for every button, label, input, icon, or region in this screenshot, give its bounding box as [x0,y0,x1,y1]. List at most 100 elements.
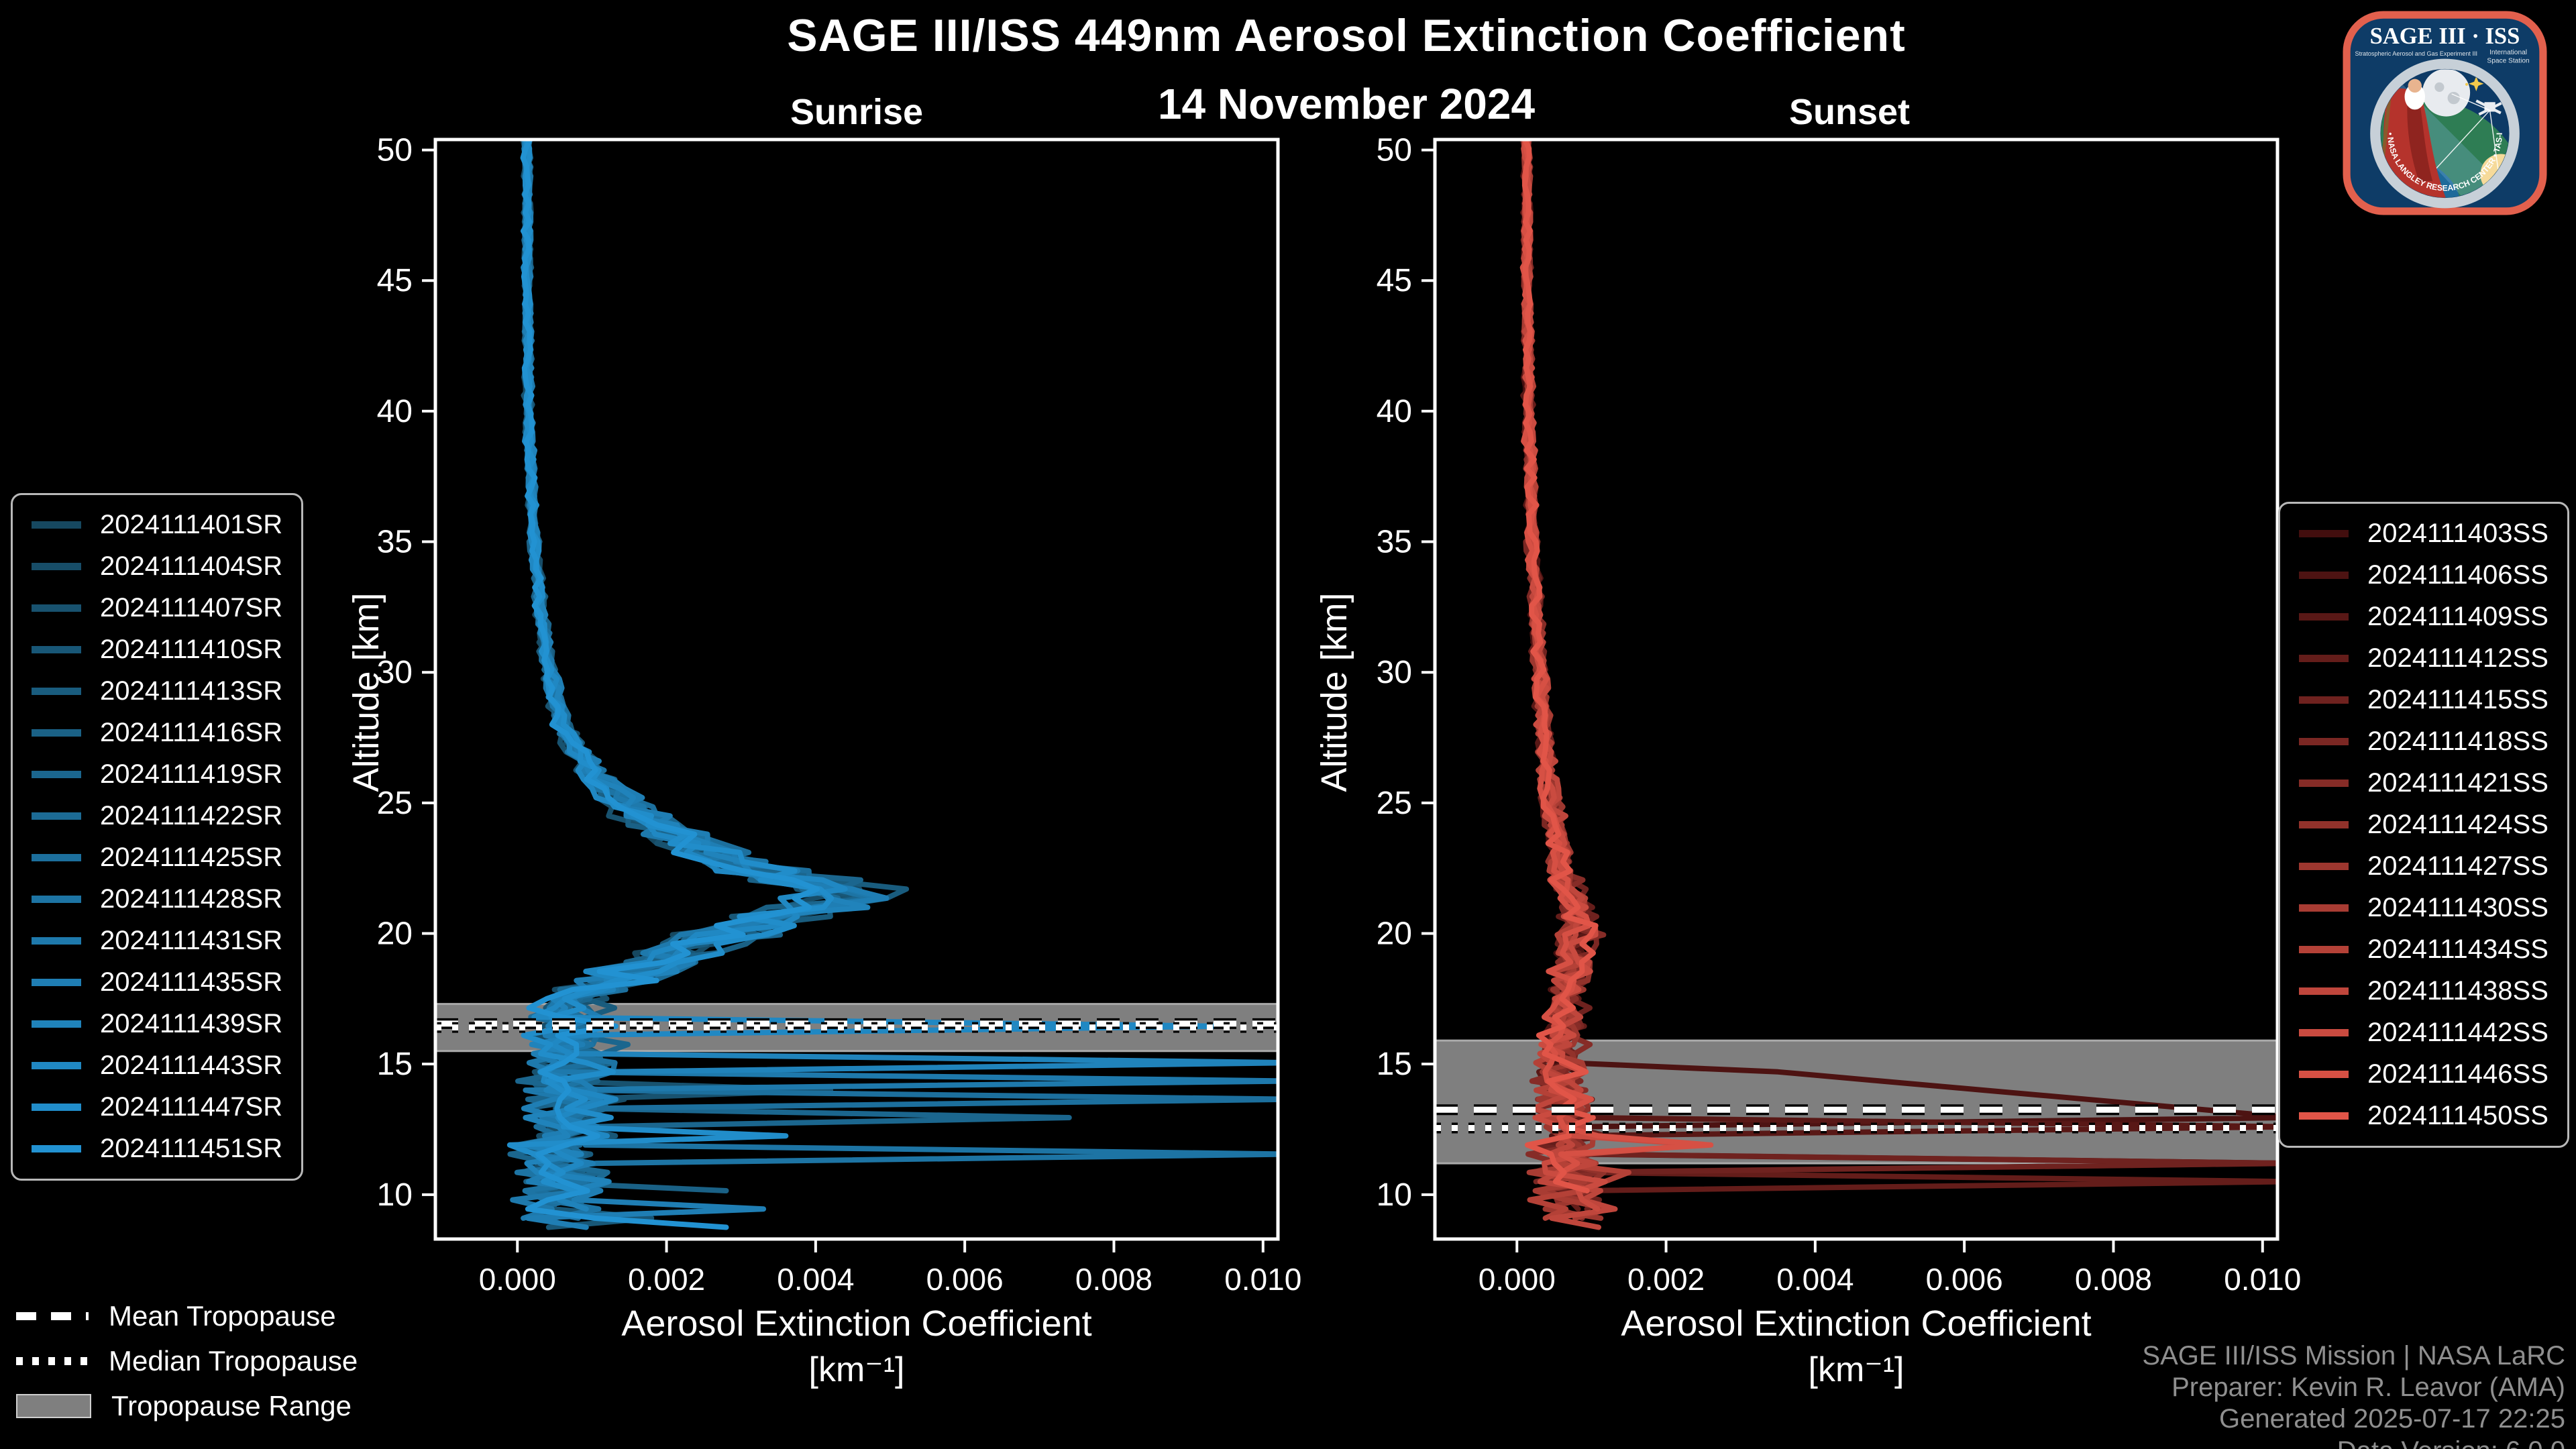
attribution-text: SAGE III/ISS Mission | NASA LaRC Prepare… [2142,1340,2565,1449]
series-color-swatch [2299,987,2349,995]
series-event-id: 2024111419SR [100,759,283,789]
legend-item: 2024111407SR [32,593,282,623]
svg-text:0.008: 0.008 [1075,1262,1152,1297]
legend-label: Median Tropopause [109,1345,358,1377]
svg-text:45: 45 [1377,263,1412,299]
generated-line: Generated 2025-07-17 22:25 [2219,1404,2565,1434]
series-color-swatch [2299,1029,2349,1036]
legend-item: 2024111409SS [2299,602,2548,632]
svg-text:0.004: 0.004 [1776,1262,1854,1297]
series-event-id: 2024111413SR [100,676,283,706]
series-event-id: 2024111421SS [2367,768,2548,798]
svg-text:35: 35 [377,525,413,560]
legend-item: 2024111413SR [32,676,282,706]
mission-line: SAGE III/ISS Mission | NASA LaRC [2142,1341,2565,1371]
series-color-swatch [2299,655,2349,662]
svg-text:20: 20 [1377,916,1412,952]
sage-iii-iss-mission-logo: SAGE III · ISS Stratospheric Aerosol and… [2343,11,2547,215]
legend-item: 2024111438SS [2299,976,2548,1006]
svg-text:35: 35 [1377,525,1412,560]
tropopause-legend: Mean Tropopause Median Tropopause Tropop… [16,1300,358,1422]
series-event-id: 2024111406SS [2367,560,2548,590]
legend-item: 2024111434SS [2299,934,2548,965]
logo-subtitle-right-2: Space Station [2487,57,2529,64]
legend-item: 2024111421SS [2299,768,2548,798]
series-event-id: 2024111410SR [100,635,283,664]
series-color-swatch [32,771,81,778]
series-event-id: 2024111430SS [2367,893,2548,922]
series-color-swatch [32,812,81,820]
series-color-swatch [2299,863,2349,870]
legend-item: 2024111404SR [32,551,282,582]
series-color-swatch [32,1020,81,1028]
svg-text:15: 15 [1377,1046,1412,1082]
series-event-id: 2024111407SR [100,593,283,623]
series-event-id: 2024111415SS [2367,685,2548,714]
series-color-swatch [2299,572,2349,579]
legend-item: 2024111428SR [32,884,282,914]
series-color-swatch [32,1104,81,1111]
legend-label: Mean Tropopause [109,1300,336,1332]
svg-text:10: 10 [377,1177,413,1213]
svg-text:0.002: 0.002 [628,1262,705,1297]
logo-title: SAGE III · ISS [2370,23,2520,49]
series-color-swatch [32,729,81,737]
legend-item: 2024111418SS [2299,727,2548,757]
svg-text:40: 40 [377,394,413,429]
legend-item: 2024111425SR [32,843,282,873]
earth-icon [2380,99,2510,198]
legend-item: 2024111416SR [32,718,282,748]
series-event-id: 2024111428SR [100,884,283,914]
legend-item: 2024111446SS [2299,1059,2548,1089]
series-event-id: 2024111425SR [100,843,283,872]
legend-item: 2024111435SR [32,967,282,998]
series-color-swatch [32,979,81,986]
legend-item: 2024111451SR [32,1134,282,1164]
svg-text:45: 45 [377,263,413,299]
series-event-id: 2024111416SR [100,718,283,747]
series-color-swatch [2299,613,2349,621]
svg-text:0.006: 0.006 [926,1262,1004,1297]
svg-text:0.000: 0.000 [479,1262,556,1297]
series-color-swatch [32,1062,81,1069]
preparer-line: Preparer: Kevin R. Leavor (AMA) [2171,1373,2565,1403]
legend-item: 2024111447SR [32,1092,282,1122]
legend-item: 2024111410SR [32,635,282,665]
sunset-x-axis-unit: [km⁻¹] [1808,1350,1904,1389]
series-color-swatch [2299,1071,2349,1078]
series-color-swatch [32,563,81,570]
legend-item: 2024111450SS [2299,1101,2548,1131]
sunrise-panel-title: Sunrise [790,92,924,132]
legend-item: 2024111406SS [2299,560,2548,590]
svg-text:0.010: 0.010 [1224,1262,1301,1297]
series-event-id: 2024111447SR [100,1092,283,1122]
svg-text:0.002: 0.002 [1627,1262,1705,1297]
legend-item: 2024111439SR [32,1009,282,1039]
svg-text:0.004: 0.004 [777,1262,854,1297]
sunrise-x-axis-unit: [km⁻¹] [808,1350,905,1389]
svg-text:0.010: 0.010 [2224,1262,2301,1297]
series-event-id: 2024111412SS [2367,643,2548,673]
legend-item: 2024111443SR [32,1051,282,1081]
series-color-swatch [32,688,81,695]
legend-item: 2024111412SS [2299,643,2548,674]
series-color-swatch [2299,904,2349,912]
moon-crater-icon [2434,82,2445,92]
svg-text:25: 25 [1377,786,1412,821]
svg-text:0.008: 0.008 [2075,1262,2152,1297]
series-event-id: 2024111451SR [100,1134,283,1163]
series-event-id: 2024111401SR [100,510,283,539]
moon-icon [2422,69,2471,117]
legend-item: 2024111422SR [32,801,282,831]
series-event-id: 2024111435SR [100,967,283,997]
band-swatch-icon [16,1394,91,1418]
series-event-id: 2024111404SR [100,551,283,581]
legend-item: 2024111419SR [32,759,282,790]
legend-label: Tropopause Range [111,1390,352,1421]
series-event-id: 2024111403SS [2367,519,2548,548]
svg-text:0.000: 0.000 [1479,1262,1556,1297]
figure-date: 14 November 2024 [1157,80,1536,128]
series-event-id: 2024111442SS [2367,1018,2548,1047]
legend-item: 2024111427SS [2299,851,2548,881]
